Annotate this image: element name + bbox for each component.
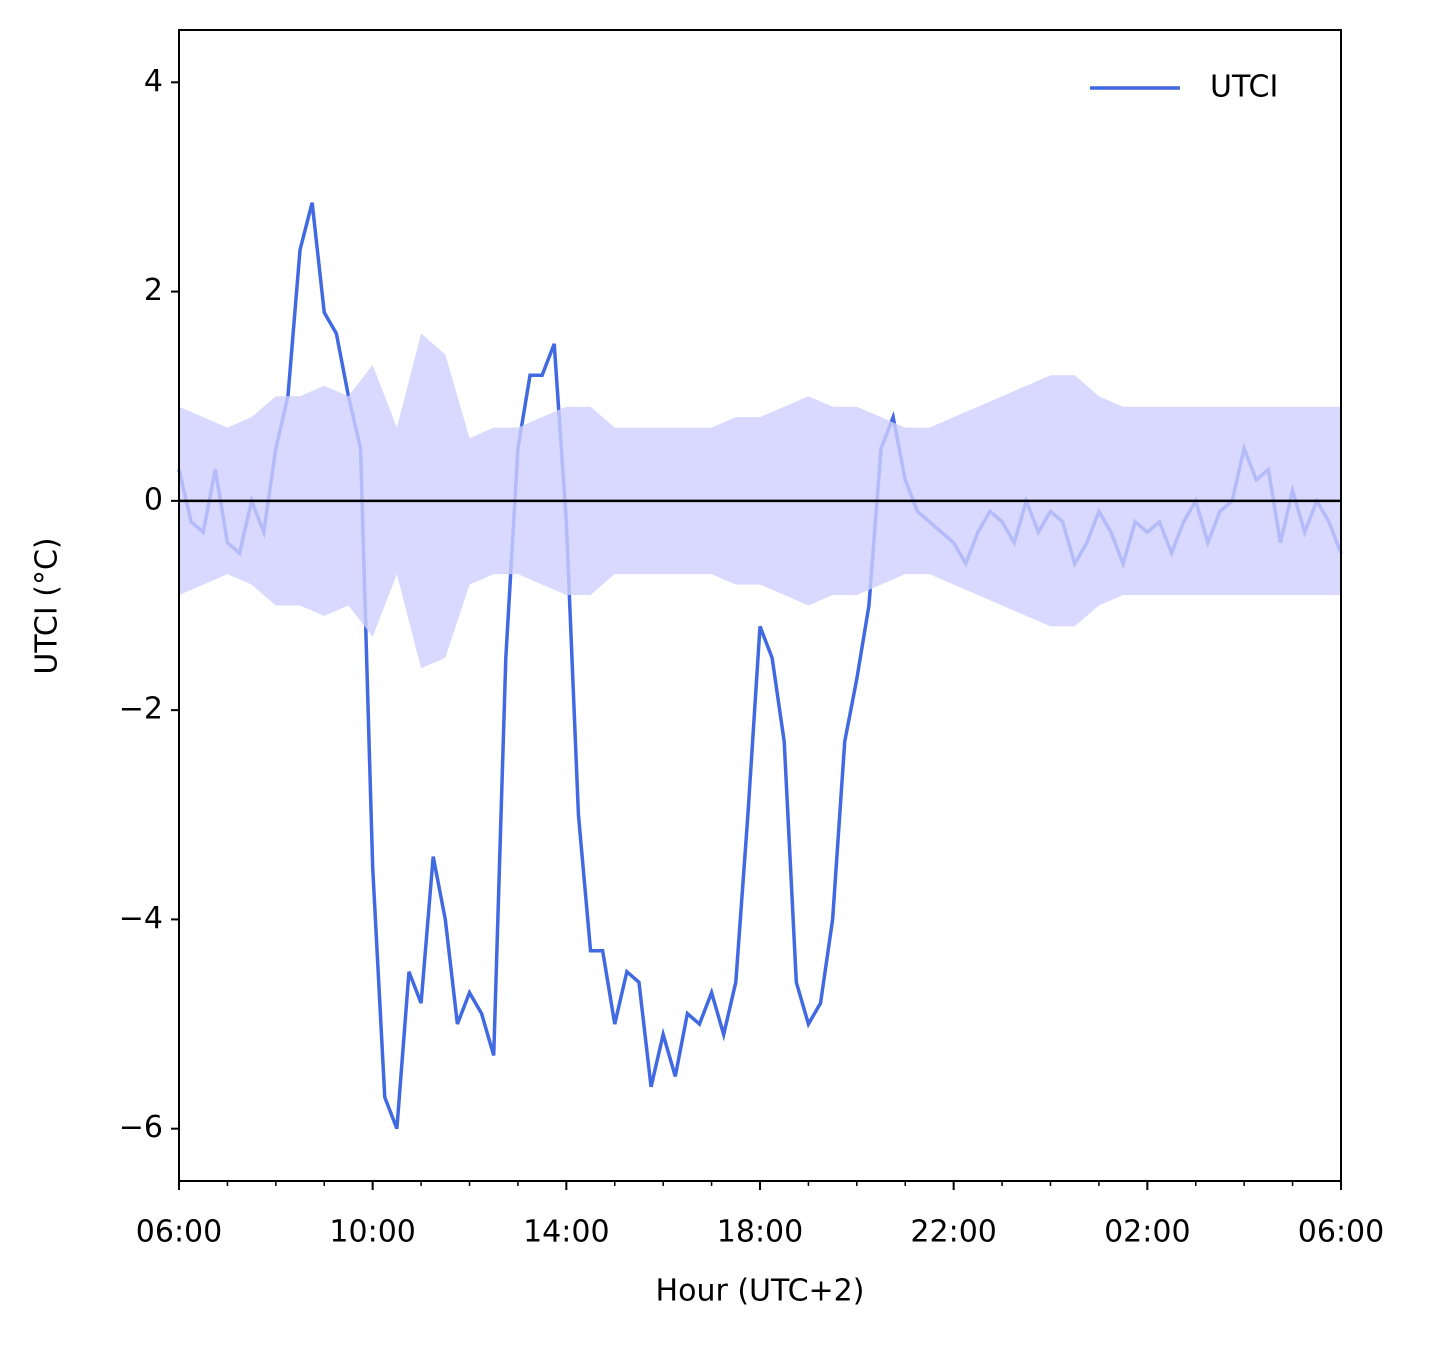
y-tick-label: −2 <box>119 692 163 727</box>
x-tick-label: 22:00 <box>910 1215 996 1250</box>
y-tick-label: 2 <box>144 273 163 308</box>
y-tick-label: 4 <box>144 64 163 99</box>
data-line <box>177 202 1343 1130</box>
y-axis-label: UTCI (°C) <box>30 537 65 674</box>
y-tick-label: −6 <box>119 1110 163 1145</box>
x-tick-label: 18:00 <box>717 1215 803 1250</box>
legend-label: UTCI <box>1210 70 1278 105</box>
y-tick-label: −4 <box>119 901 163 936</box>
x-tick-label: 06:00 <box>136 1215 222 1250</box>
x-tick-label: 02:00 <box>1104 1215 1190 1250</box>
x-axis-label: Hour (UTC+2) <box>656 1274 865 1309</box>
x-tick-label: 06:00 <box>1298 1215 1384 1250</box>
x-tick-label: 10:00 <box>329 1215 415 1250</box>
y-tick-label: 0 <box>144 482 163 517</box>
x-tick-label: 14:00 <box>523 1215 609 1250</box>
